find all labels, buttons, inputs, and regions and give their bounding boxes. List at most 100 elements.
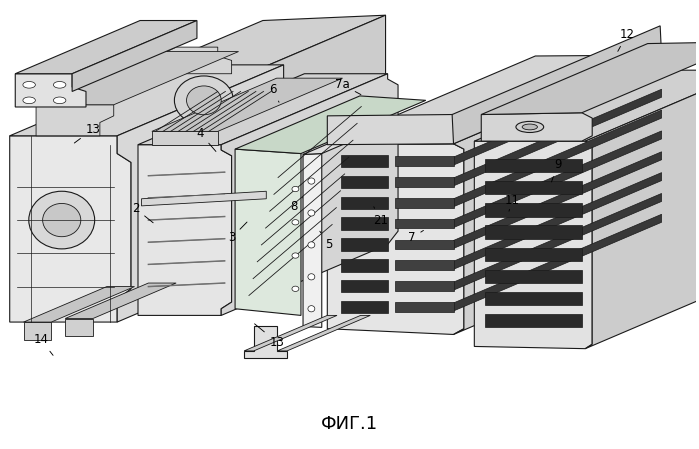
Polygon shape <box>327 114 464 145</box>
Text: 7: 7 <box>408 230 424 244</box>
Polygon shape <box>452 26 661 144</box>
Polygon shape <box>484 225 582 239</box>
Polygon shape <box>484 181 582 194</box>
Polygon shape <box>15 21 197 74</box>
Polygon shape <box>454 89 661 186</box>
Text: 2: 2 <box>132 202 153 223</box>
Polygon shape <box>341 301 388 313</box>
Ellipse shape <box>292 186 299 192</box>
Polygon shape <box>303 154 322 327</box>
Polygon shape <box>15 74 86 107</box>
Polygon shape <box>454 172 661 269</box>
Polygon shape <box>138 74 388 145</box>
Polygon shape <box>278 315 370 351</box>
Polygon shape <box>162 47 231 74</box>
Polygon shape <box>484 270 582 283</box>
Text: 13: 13 <box>74 123 101 143</box>
Ellipse shape <box>308 242 315 248</box>
Polygon shape <box>394 177 454 187</box>
Polygon shape <box>152 78 343 132</box>
Text: 13: 13 <box>254 324 284 348</box>
Polygon shape <box>221 74 398 315</box>
Polygon shape <box>235 96 426 154</box>
Polygon shape <box>394 240 454 249</box>
Polygon shape <box>394 156 454 166</box>
Ellipse shape <box>308 210 315 216</box>
Polygon shape <box>454 194 661 290</box>
Ellipse shape <box>522 124 538 130</box>
Polygon shape <box>341 259 388 272</box>
Polygon shape <box>138 68 266 145</box>
Ellipse shape <box>43 203 81 237</box>
Polygon shape <box>36 52 238 105</box>
Ellipse shape <box>23 81 36 88</box>
Text: 3: 3 <box>228 222 247 244</box>
Polygon shape <box>394 198 454 207</box>
Polygon shape <box>152 132 218 145</box>
Polygon shape <box>10 136 131 322</box>
Ellipse shape <box>53 81 66 88</box>
Polygon shape <box>475 70 699 141</box>
Polygon shape <box>341 197 388 209</box>
Polygon shape <box>72 21 197 92</box>
Polygon shape <box>244 326 287 357</box>
Polygon shape <box>65 283 176 318</box>
Polygon shape <box>394 302 454 312</box>
Polygon shape <box>303 118 405 154</box>
Polygon shape <box>24 322 51 340</box>
Polygon shape <box>138 15 386 74</box>
Text: 4: 4 <box>196 127 216 151</box>
Text: 8: 8 <box>290 198 303 213</box>
Text: 6: 6 <box>270 83 279 102</box>
Polygon shape <box>484 247 582 261</box>
Ellipse shape <box>53 97 66 104</box>
Polygon shape <box>585 70 699 349</box>
Polygon shape <box>481 42 699 114</box>
Polygon shape <box>36 105 114 136</box>
Polygon shape <box>10 65 284 136</box>
Text: 21: 21 <box>373 207 388 227</box>
Ellipse shape <box>308 274 315 280</box>
Polygon shape <box>454 152 661 248</box>
Polygon shape <box>394 219 454 229</box>
Polygon shape <box>481 113 592 141</box>
Polygon shape <box>341 280 388 292</box>
Ellipse shape <box>292 253 299 258</box>
Text: ФИГ.1: ФИГ.1 <box>321 415 378 433</box>
Polygon shape <box>341 238 388 251</box>
Polygon shape <box>65 318 93 336</box>
Ellipse shape <box>292 286 299 291</box>
Polygon shape <box>341 155 388 167</box>
Ellipse shape <box>187 86 221 115</box>
Polygon shape <box>454 55 672 335</box>
Polygon shape <box>138 132 266 207</box>
Ellipse shape <box>292 220 299 225</box>
Polygon shape <box>138 145 231 315</box>
Polygon shape <box>454 110 661 207</box>
Polygon shape <box>394 281 454 291</box>
Polygon shape <box>141 191 266 206</box>
Polygon shape <box>341 176 388 188</box>
Ellipse shape <box>175 76 233 125</box>
Text: 12: 12 <box>618 28 635 51</box>
Text: 14: 14 <box>34 333 53 355</box>
Polygon shape <box>24 286 134 322</box>
Polygon shape <box>261 15 386 136</box>
Polygon shape <box>327 55 661 145</box>
Text: 5: 5 <box>320 231 333 251</box>
Polygon shape <box>454 131 661 228</box>
Polygon shape <box>484 314 582 327</box>
Polygon shape <box>484 159 582 172</box>
Polygon shape <box>454 68 661 165</box>
Ellipse shape <box>516 121 544 132</box>
Text: 7a: 7a <box>336 78 361 95</box>
Polygon shape <box>475 141 592 349</box>
Ellipse shape <box>308 306 315 312</box>
Polygon shape <box>327 144 464 335</box>
Text: 11: 11 <box>505 194 520 211</box>
Polygon shape <box>117 65 298 322</box>
Polygon shape <box>484 203 582 216</box>
Polygon shape <box>394 260 454 270</box>
Polygon shape <box>341 217 388 230</box>
Ellipse shape <box>29 191 94 249</box>
